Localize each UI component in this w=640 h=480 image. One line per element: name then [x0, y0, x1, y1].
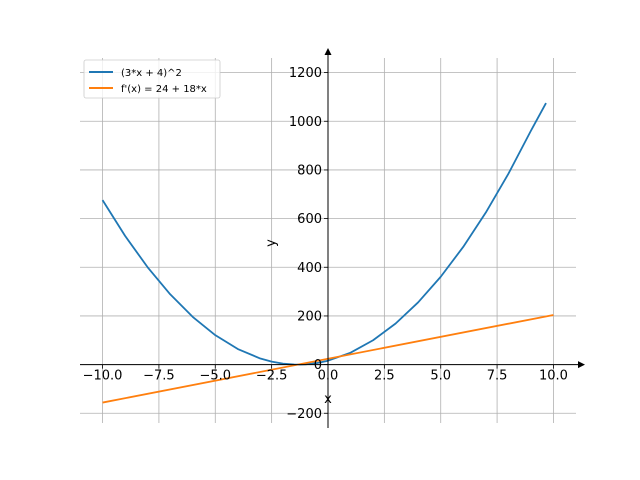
axes: [80, 48, 585, 428]
x-tick-label: −7.5: [143, 369, 175, 384]
tick-labels: −10.0 −7.5 −5.0 −2.5 0.0 2.5 5.0 7.5 10.0 −200 0 20…: [83, 66, 568, 422]
x-tick-label: −10.0: [83, 369, 123, 384]
x-tick-label: 2.5: [374, 369, 395, 384]
x-tick-label: 5.0: [430, 369, 451, 384]
legend-label-series-2: f'(x) = 24 + 18*x: [121, 84, 207, 95]
y-tick-label: 1200: [289, 66, 322, 81]
x-axis-label: x: [324, 392, 332, 407]
series-line-1: [101, 102, 547, 366]
y-tick-label: 1000: [289, 115, 322, 130]
y-tick-label: 200: [297, 309, 322, 324]
x-tick-label: 7.5: [487, 369, 508, 384]
x-tick-label: −5.0: [199, 369, 231, 384]
y-tick-label: 0: [314, 358, 322, 373]
legend: (3*x + 4)^2 f'(x) = 24 + 18*x: [83, 59, 221, 99]
y-axis-arrow: [324, 48, 332, 55]
x-tick-label: 10.0: [539, 369, 568, 384]
x-tick-label: 0.0: [318, 369, 339, 384]
y-tick-label: −200: [286, 407, 322, 422]
y-axis-label: y: [264, 239, 279, 247]
y-tick-label: 400: [297, 261, 322, 276]
y-tick-label: 600: [297, 212, 322, 227]
x-axis-arrow: [578, 361, 585, 369]
y-tick-label: 800: [297, 163, 322, 178]
x-tick-label: −2.5: [256, 369, 288, 384]
legend-label-series-1: (3*x + 4)^2: [121, 68, 182, 79]
legend-box: [83, 59, 221, 99]
